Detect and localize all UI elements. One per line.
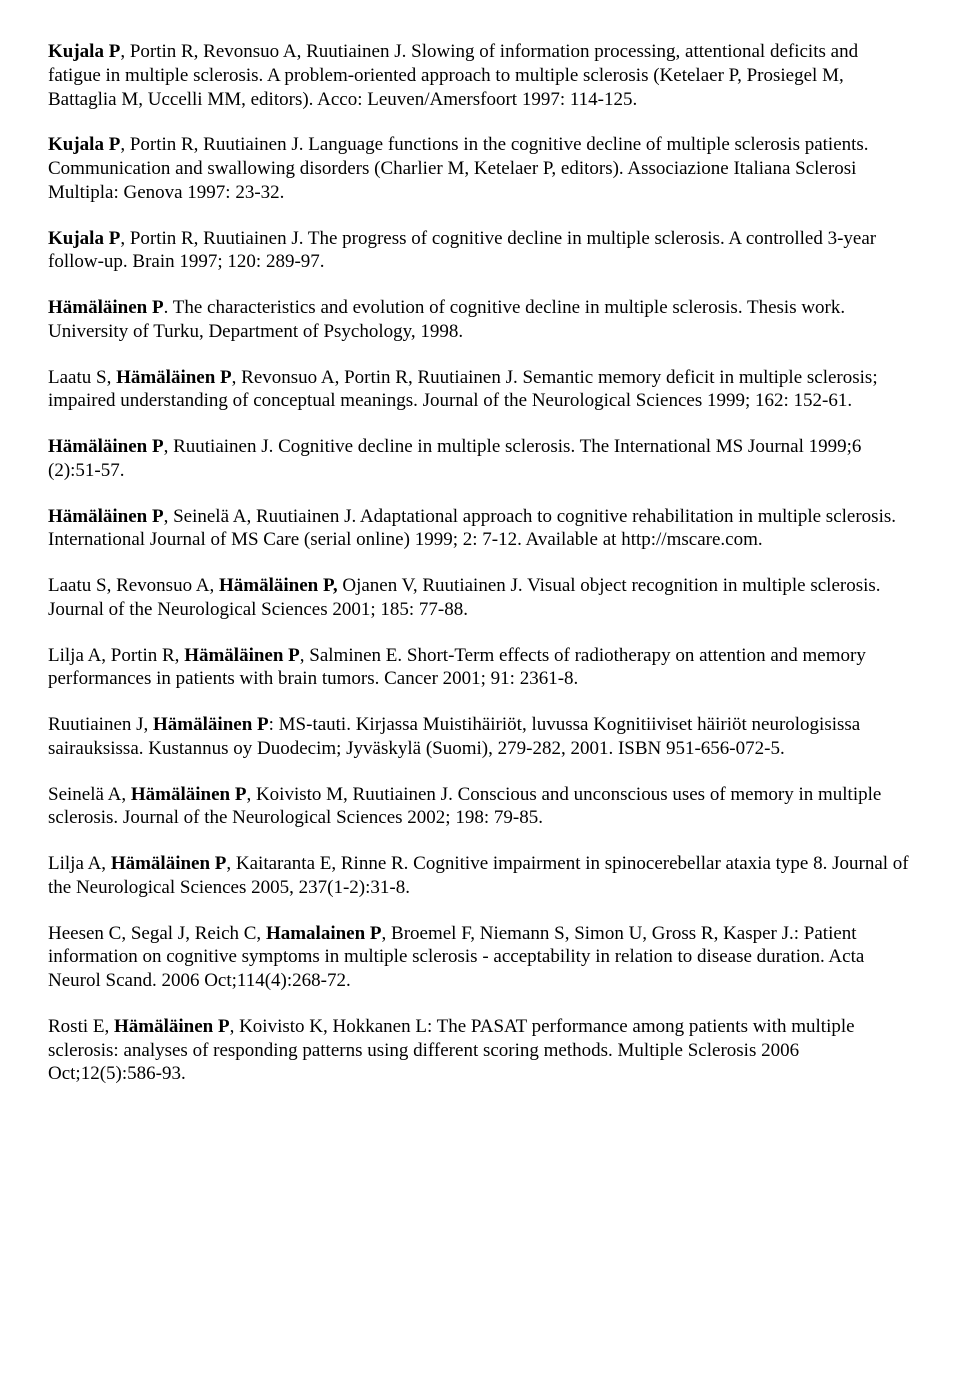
reference-entry: Ruutiainen J, Hämäläinen P: MS-tauti. Ki… (48, 713, 912, 761)
reference-text: Heesen C, Segal J, Reich C, (48, 923, 266, 944)
reference-text: , Portin R, Ruutiainen J. Language funct… (48, 134, 869, 203)
author-highlight: Hämäläinen P (111, 853, 227, 874)
reference-text: , Seinelä A, Ruutiainen J. Adaptational … (48, 506, 896, 551)
reference-text: Ruutiainen J, (48, 714, 153, 735)
reference-text: Lilja A, (48, 853, 111, 874)
reference-entry: Lilja A, Hämäläinen P, Kaitaranta E, Rin… (48, 852, 912, 900)
reference-entry: Kujala P, Portin R, Ruutiainen J. The pr… (48, 227, 912, 275)
author-highlight: Hämäläinen P (153, 714, 269, 735)
reference-entry: Heesen C, Segal J, Reich C, Hamalainen P… (48, 922, 912, 993)
author-highlight: Hämäläinen P (48, 506, 164, 527)
reference-text: Lilja A, Portin R, (48, 645, 184, 666)
reference-text: Rosti E, (48, 1016, 114, 1037)
reference-entry: Kujala P, Portin R, Revonsuo A, Ruutiain… (48, 40, 912, 111)
author-highlight: Hämäläinen P (184, 645, 300, 666)
references-list: Kujala P, Portin R, Revonsuo A, Ruutiain… (48, 40, 912, 1086)
reference-text: , Portin R, Ruutiainen J. The progress o… (48, 228, 876, 273)
reference-text: , Portin R, Revonsuo A, Ruutiainen J. Sl… (48, 41, 858, 110)
reference-entry: Hämäläinen P, Seinelä A, Ruutiainen J. A… (48, 505, 912, 553)
author-highlight: Hämäläinen P (131, 784, 247, 805)
author-highlight: Hämäläinen P (114, 1016, 230, 1037)
reference-entry: Laatu S, Hämäläinen P, Revonsuo A, Porti… (48, 366, 912, 414)
author-highlight: Hamalainen P (266, 923, 382, 944)
reference-text: Seinelä A, (48, 784, 131, 805)
author-highlight: Kujala P (48, 228, 120, 249)
author-highlight: Hämäläinen P (48, 297, 164, 318)
reference-entry: Hämäläinen P, Ruutiainen J. Cognitive de… (48, 435, 912, 483)
reference-text: Laatu S, (48, 367, 116, 388)
reference-text: , Ruutiainen J. Cognitive decline in mul… (48, 436, 861, 481)
reference-entry: Laatu S, Revonsuo A, Hämäläinen P, Ojane… (48, 574, 912, 622)
author-highlight: Hämäläinen P (116, 367, 232, 388)
reference-entry: Rosti E, Hämäläinen P, Koivisto K, Hokka… (48, 1015, 912, 1086)
author-highlight: Hämäläinen P, (219, 575, 338, 596)
author-highlight: Kujala P (48, 134, 120, 155)
author-highlight: Hämäläinen P (48, 436, 164, 457)
reference-entry: Hämäläinen P. The characteristics and ev… (48, 296, 912, 344)
reference-entry: Kujala P, Portin R, Ruutiainen J. Langua… (48, 133, 912, 204)
reference-entry: Lilja A, Portin R, Hämäläinen P, Salmine… (48, 644, 912, 692)
reference-text: . The characteristics and evolution of c… (48, 297, 845, 342)
reference-entry: Seinelä A, Hämäläinen P, Koivisto M, Ruu… (48, 783, 912, 831)
author-highlight: Kujala P (48, 41, 120, 62)
reference-text: Laatu S, Revonsuo A, (48, 575, 219, 596)
